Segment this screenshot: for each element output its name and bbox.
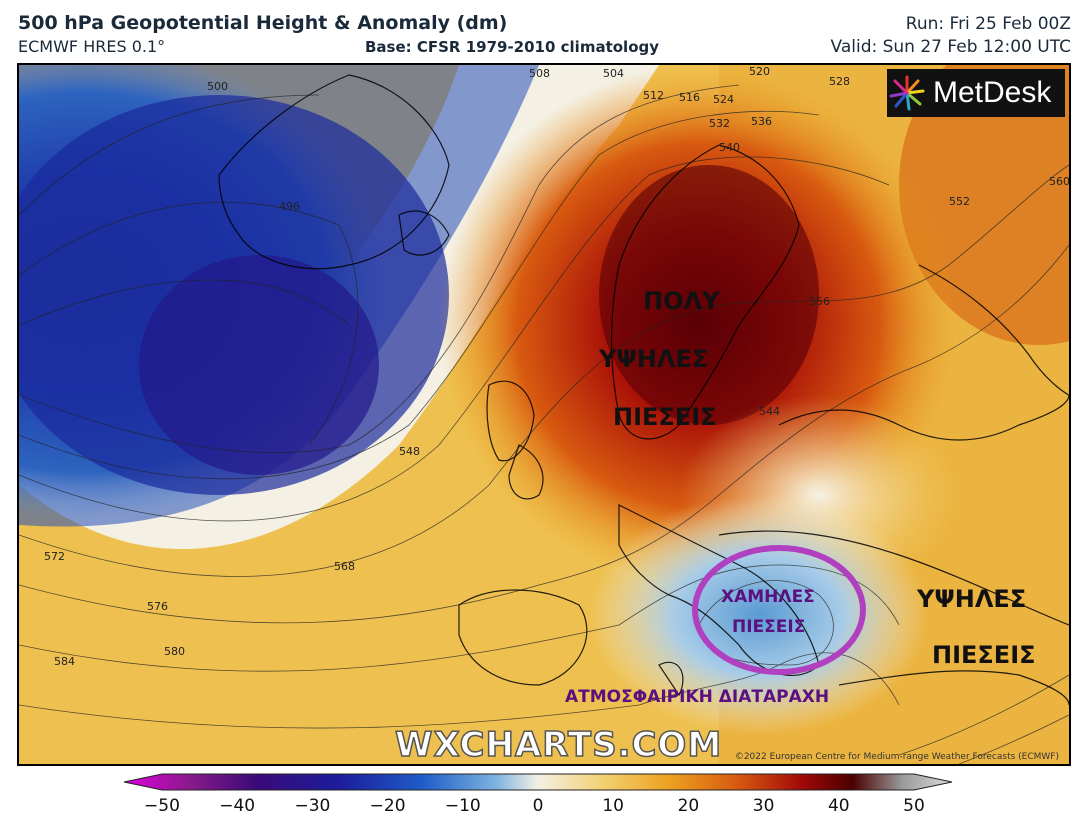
anomaly-map: 500 504 508 512 516 520 524 528 532 536 … (17, 63, 1071, 766)
contour-label: 496 (279, 200, 300, 213)
contour-label: 568 (334, 560, 355, 573)
colorbar-tick-label: −50 (144, 796, 180, 816)
colorbar-tick-label: 10 (602, 796, 625, 816)
logo-text: MetDesk (933, 76, 1052, 109)
contour-label: 544 (759, 405, 780, 418)
colorbar-tick-label: 30 (752, 796, 775, 816)
run-time: Run: Fri 25 Feb 00Z (905, 14, 1071, 34)
colorbar-tick-label: 0 (532, 796, 544, 816)
contour-label: 560 (1049, 175, 1069, 188)
contour-label: 556 (809, 295, 830, 308)
label-high-2: ΠΙΕΣΕΙΣ (932, 641, 1036, 669)
map-canvas: 500 504 508 512 516 520 524 528 532 536 … (19, 65, 1069, 764)
model-label: ECMWF HRES 0.1° (18, 37, 166, 56)
contour-label: 580 (164, 645, 185, 658)
contour-label: 520 (749, 65, 770, 78)
contour-label: 516 (679, 91, 700, 104)
colorbar-gradient (123, 773, 953, 791)
contour-label: 528 (829, 75, 850, 88)
label-disturbance: ΑΤΜΟΣΦΑΙΡΙΚΗ ΔΙΑΤΑΡΑΧΗ (565, 687, 830, 707)
label-very-high-3: ΠΙΕΣΕΙΣ (613, 403, 717, 431)
metdesk-logo: MetDesk (887, 69, 1065, 117)
contour-label: 500 (207, 80, 228, 93)
contour-label: 552 (949, 195, 970, 208)
contour-label: 584 (54, 655, 75, 668)
colorbar-tick-label: −20 (369, 796, 406, 816)
colorbar-tick-label: 40 (827, 796, 850, 816)
wxcharts-watermark: WXCHARTS.COM (394, 724, 723, 765)
contour-label: 536 (751, 115, 772, 128)
colorbar-tick-label: −40 (219, 796, 256, 816)
label-low-1: ΧΑΜΗΛΕΣ (721, 587, 815, 607)
disturbance-circle (692, 545, 866, 675)
colorbar-tick-label: −10 (444, 796, 481, 816)
contour-label: 524 (713, 93, 734, 106)
label-very-high-2: ΥΨΗΛΕΣ (599, 345, 709, 373)
colorbar-tick-label: 50 (903, 796, 925, 816)
colorbar-tick-label: −30 (294, 796, 331, 816)
copyright-notice: ©2022 European Centre for Medium-range W… (734, 752, 1059, 762)
contour-label: 576 (147, 600, 168, 613)
label-high-1: ΥΨΗΛΕΣ (917, 585, 1027, 613)
contour-label: 504 (603, 67, 624, 80)
contour-label: 572 (44, 550, 65, 563)
contour-label: 508 (529, 67, 550, 80)
valid-time: Valid: Sun 27 Feb 12:00 UTC (830, 37, 1071, 57)
colorbar (123, 773, 953, 791)
contour-label: 532 (709, 117, 730, 130)
contour-label: 548 (399, 445, 420, 458)
climatology-base: Base: CFSR 1979-2010 climatology (365, 38, 660, 56)
metdesk-burst-icon (889, 75, 925, 111)
colorbar-tick-label: 20 (677, 796, 700, 816)
contour-label: 540 (719, 141, 740, 154)
label-very-high-1: ΠΟΛΥ (643, 287, 720, 315)
contour-label: 512 (643, 89, 664, 102)
label-low-2: ΠΙΕΣΕΙΣ (732, 617, 806, 637)
chart-title: 500 hPa Geopotential Height & Anomaly (d… (18, 12, 508, 34)
